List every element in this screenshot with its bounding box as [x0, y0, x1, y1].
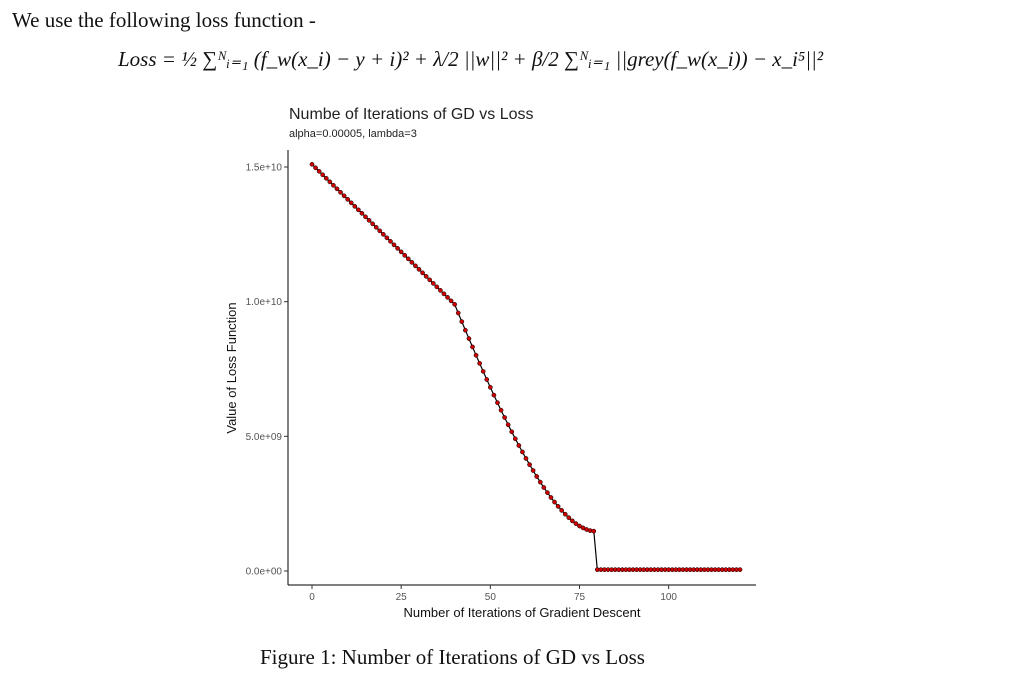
loss-data-point [331, 182, 336, 188]
loss-data-point [320, 172, 326, 178]
loss-data-point [509, 429, 515, 435]
loss-data-point [459, 319, 465, 324]
loss-data-point [345, 196, 351, 202]
loss-data-point [398, 249, 404, 255]
loss-data-point [573, 521, 579, 526]
x-tick-label: 25 [396, 592, 408, 603]
loss-data-point [388, 238, 393, 244]
loss-data-point [559, 508, 565, 513]
loss-data-point [413, 263, 418, 269]
y-tick-label: 1.0e+10 [246, 297, 283, 308]
chart-subtitle: alpha=0.00005, lambda=3 [289, 128, 417, 140]
loss-data-point [545, 490, 550, 495]
loss-data-point [473, 352, 479, 358]
loss-data-point [402, 252, 408, 258]
y-tick-label: 0.0e+00 [246, 567, 283, 578]
loss-data-point [341, 193, 347, 199]
loss-data-point [562, 511, 568, 517]
loss-data-point [327, 179, 333, 185]
chart-marks [309, 161, 743, 573]
loss-data-point [495, 400, 500, 406]
loss-data-point [356, 207, 361, 213]
loss-formula: Loss = ½ ∑ᴺᵢ₌₁ (f_w(x_i) − y + i)² + λ/2… [118, 47, 824, 71]
loss-data-point [491, 392, 497, 398]
loss-data-point [505, 422, 511, 428]
loss-data-point [527, 462, 532, 467]
y-tick-label: 1.5e+10 [246, 163, 283, 174]
loss-data-point [380, 231, 386, 237]
loss-data-point [323, 175, 329, 181]
loss-data-point [384, 235, 390, 241]
loss-data-point [366, 217, 372, 223]
loss-data-point [348, 200, 354, 206]
y-tick-label: 5.0e+09 [246, 432, 283, 443]
loss-data-point [430, 281, 436, 286]
loss-data-point [577, 523, 582, 529]
loss-data-point [409, 259, 415, 265]
loss-data-point [463, 327, 468, 333]
loss-data-point [534, 474, 540, 479]
loss-data-point [373, 224, 379, 230]
chart-title: Numbe of Iterations of GD vs Loss [289, 106, 534, 123]
loss-data-point [313, 165, 318, 171]
loss-data-point [420, 270, 425, 276]
x-tick-label: 50 [485, 592, 497, 603]
loss-data-point [552, 499, 557, 505]
loss-data-point [520, 449, 525, 455]
loss-data-point [737, 567, 743, 573]
loss-data-point [566, 515, 572, 521]
loss-data-point [591, 528, 597, 534]
loss-data-point [548, 495, 554, 500]
loss-data-point [448, 298, 454, 304]
loss-data-point [452, 302, 458, 307]
x-tick-label: 75 [574, 592, 586, 603]
loss-data-point [498, 407, 504, 413]
x-tick-label: 0 [309, 592, 315, 603]
loss-data-point [555, 504, 561, 509]
loss-data-point [480, 369, 486, 374]
loss-data-point [334, 186, 340, 192]
figure-caption: Figure 1: Number of Iterations of GD vs … [260, 645, 645, 669]
loss-data-point [309, 161, 315, 167]
loss-data-point [516, 443, 522, 448]
loss-data-point [441, 291, 447, 297]
loss-data-point [434, 284, 440, 290]
chart-axes: 0.0e+00 5.0e+09 1.0e+10 1.5e+10 0 25 50 75 100 [246, 150, 756, 603]
loss-data-point [570, 518, 575, 524]
loss-data-point [391, 242, 397, 248]
loss-data-point [477, 360, 482, 366]
loss-data-point [377, 228, 383, 234]
loss-data-point [338, 189, 343, 195]
loss-data-point [530, 468, 536, 473]
intro-text: We use the following loss function - [12, 8, 316, 32]
loss-data-point [416, 266, 422, 272]
loss-data-point [541, 485, 547, 490]
loss-data-point [466, 336, 472, 341]
loss-data-point [484, 377, 490, 382]
y-axis-title: Value of Loss Function [224, 302, 239, 433]
loss-data-point [395, 245, 400, 251]
loss-data-point [537, 479, 543, 485]
x-tick-label: 100 [660, 592, 677, 603]
loss-data-point [363, 214, 368, 220]
loss-data-point [470, 344, 475, 350]
loss-data-point [445, 295, 450, 300]
x-axis-title: Number of Iterations of Gradient Descent [403, 605, 640, 620]
loss-data-point [523, 456, 529, 461]
loss-data-point [359, 210, 365, 216]
loss-data-point [370, 221, 375, 227]
loss-data-point [405, 256, 411, 262]
loss-data-point [352, 203, 358, 209]
loss-data-point [455, 310, 461, 316]
loss-data-point [427, 277, 433, 283]
loss-data-point [423, 273, 429, 279]
loss-data-point [316, 168, 322, 174]
loss-data-point [512, 436, 518, 442]
loss-data-point [487, 384, 493, 390]
loss-data-point [438, 288, 443, 293]
loss-data-point [502, 415, 507, 420]
